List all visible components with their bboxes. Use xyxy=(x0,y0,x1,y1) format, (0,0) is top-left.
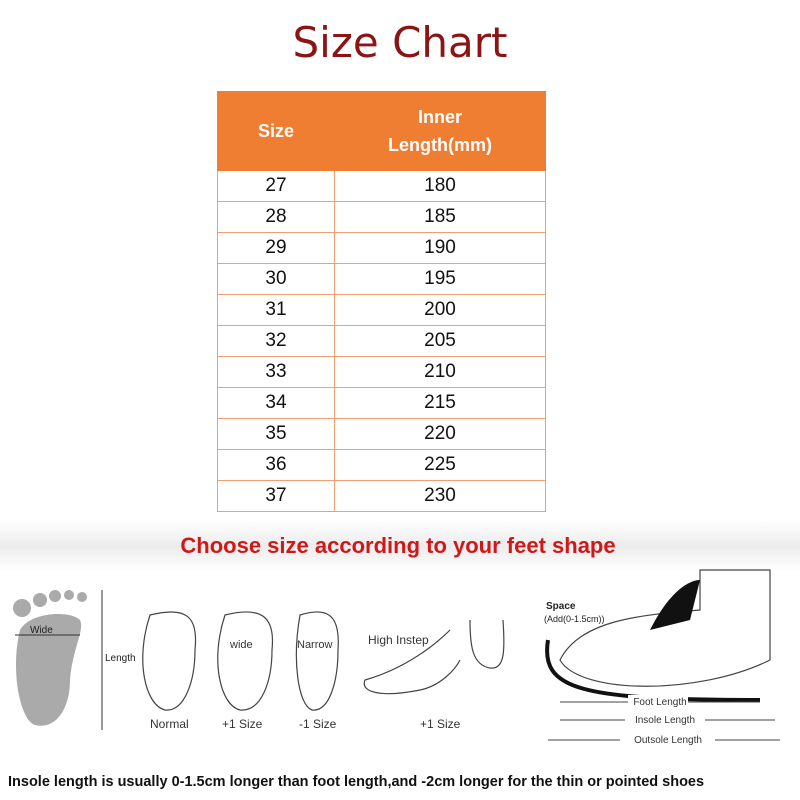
table-cell: 32 xyxy=(217,325,335,357)
label: Outsole Length xyxy=(634,735,702,746)
table-cell: 205 xyxy=(334,325,546,357)
table-cell: 230 xyxy=(334,480,546,512)
table-row: 34 215 xyxy=(217,387,546,419)
table-cell: 28 xyxy=(217,201,335,233)
table-row: 32 205 xyxy=(217,325,546,357)
label: High Instep xyxy=(368,633,429,647)
table-cell: 185 xyxy=(334,201,546,233)
table-cell: 195 xyxy=(334,263,546,295)
table-cell: 180 xyxy=(334,170,546,202)
label: Space xyxy=(546,601,576,612)
table-cell: 225 xyxy=(334,449,546,481)
label: Length xyxy=(105,653,136,664)
table-cell: 210 xyxy=(334,356,546,388)
table-cell: 190 xyxy=(334,232,546,264)
table-row: 31 200 xyxy=(217,294,546,326)
table-cell: 215 xyxy=(334,387,546,419)
label: Foot Length xyxy=(633,697,686,708)
table-cell: 220 xyxy=(334,418,546,450)
banner-bg xyxy=(0,520,800,572)
table-cell: 36 xyxy=(217,449,335,481)
table-cell: 27 xyxy=(217,170,335,202)
table-cell: 29 xyxy=(217,232,335,264)
table-row: 29 190 xyxy=(217,232,546,264)
banner: Choose size according to your feet shape xyxy=(180,533,615,558)
footer-note: Insole length is usually 0-1.5cm longer … xyxy=(8,774,704,790)
caption: +1 Size xyxy=(420,717,461,731)
label: wide xyxy=(229,639,253,651)
header-cell: Size xyxy=(217,91,335,171)
table-cell: 35 xyxy=(217,418,335,450)
caption: -1 Size xyxy=(299,717,337,731)
table-row: 27 180 xyxy=(217,170,546,202)
label: Insole Length xyxy=(635,715,695,726)
table-cell: 31 xyxy=(217,294,335,326)
header-cell: Inner Length(mm) xyxy=(334,91,546,171)
title: Size Chart xyxy=(292,18,508,67)
table-cell: 33 xyxy=(217,356,335,388)
table-cell: 34 xyxy=(217,387,335,419)
table-row: 28 185 xyxy=(217,201,546,233)
label: Wide xyxy=(30,625,53,636)
label: Narrow xyxy=(297,639,333,651)
table-row: 33 210 xyxy=(217,356,546,388)
table-cell: 37 xyxy=(217,480,335,512)
table-cell: 200 xyxy=(334,294,546,326)
foot-icon xyxy=(13,590,87,726)
illustrations: Choose size according to your feet shape… xyxy=(0,520,800,790)
table-row: 35 220 xyxy=(217,418,546,450)
dim-labels: Foot Length Insole Length Outsole Length xyxy=(620,695,715,746)
foot-outlines xyxy=(142,569,771,711)
table-cell: 30 xyxy=(217,263,335,295)
label: (Add(0-1.5cm)) xyxy=(544,614,605,624)
header-text: Inner Length(mm) xyxy=(388,107,492,155)
caption: +1 Size xyxy=(222,717,263,731)
caption: Normal xyxy=(150,717,189,731)
table-row: 30 195 xyxy=(217,263,546,295)
header-row: Size Inner Length(mm) xyxy=(217,91,546,171)
table-row: 37 230 xyxy=(217,480,546,512)
shoe-part xyxy=(650,580,700,630)
size-table: Size Inner Length(mm) 27 180 28 185 29 190 30 1… xyxy=(217,91,546,512)
table-row: 36 225 xyxy=(217,449,546,481)
